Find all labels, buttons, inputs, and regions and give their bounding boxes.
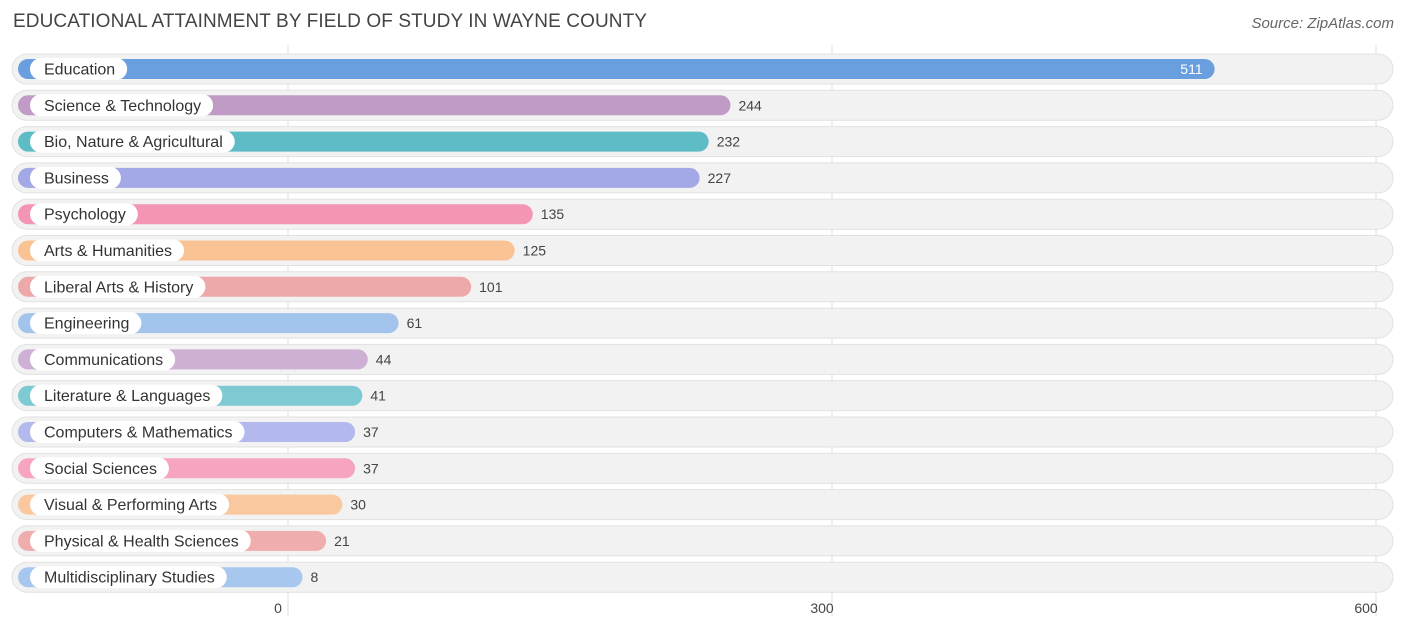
category-label-bg (30, 348, 176, 371)
bar-row: Education 511 (18, 58, 1215, 80)
category-label-bg (30, 166, 121, 189)
category-label: Social Sciences (44, 461, 157, 478)
value-label: 30 (350, 497, 366, 513)
row-track (11, 525, 1394, 557)
category-label-bg (30, 421, 245, 443)
chart-title: EDUCATIONAL ATTAINMENT BY FIELD OF STUDY… (13, 11, 648, 32)
category-label: Literature & Languages (44, 388, 210, 405)
value-label: 8 (311, 569, 319, 585)
row-track (11, 561, 1394, 593)
value-label: 44 (376, 351, 392, 367)
value-label: 244 (738, 97, 762, 113)
category-label-bg (30, 493, 230, 516)
x-tick-label: 300 (810, 600, 834, 616)
category-label: Liberal Arts & History (44, 279, 193, 296)
category-label-bg (30, 58, 128, 80)
category-label: Science & Technology (44, 98, 201, 115)
value-label: 232 (717, 134, 741, 150)
bar-row: Visual & Performing Arts 30 (18, 493, 366, 516)
row-track (11, 452, 1394, 484)
x-tick-label: 600 (1354, 600, 1378, 616)
bar-row: Psychology 135 (18, 203, 565, 226)
bar-row: Business 227 (18, 166, 732, 189)
bar-row: Computers & Mathematics 37 (18, 421, 379, 443)
value-label: 101 (479, 279, 503, 295)
value-label: 135 (541, 206, 565, 222)
bar-row: Science & Technology 244 (18, 94, 762, 117)
value-label: 37 (363, 424, 379, 440)
row-track (11, 489, 1394, 521)
bar-row: Literature & Languages 41 (18, 384, 386, 407)
bar-row: Liberal Arts & History 101 (18, 275, 503, 298)
category-label: Visual & Performing Arts (44, 497, 217, 514)
x-axis: 0 300 600 (274, 600, 1378, 616)
value-label: 511 (1180, 61, 1203, 77)
category-label-bg (30, 529, 251, 552)
category-label-bg (30, 203, 138, 226)
category-label-bg (30, 239, 185, 262)
category-label: Communications (44, 352, 163, 369)
bar-row: Multidisciplinary Studies 8 (18, 566, 319, 589)
value-label: 37 (363, 460, 379, 476)
source-credit: Source: ZipAtlas.com (1251, 15, 1394, 32)
row-track (11, 416, 1394, 448)
bar (18, 204, 533, 225)
value-label: 21 (334, 533, 350, 549)
category-label: Physical & Health Sciences (44, 533, 239, 550)
bar-row: Arts & Humanities 125 (18, 239, 547, 262)
category-label-bg (30, 457, 169, 480)
value-label: 41 (370, 388, 386, 404)
category-label-bg (30, 312, 142, 335)
category-label: Engineering (44, 316, 129, 333)
category-label: Psychology (44, 207, 126, 224)
bar (18, 59, 1215, 79)
bar-row: Communications 44 (18, 348, 392, 371)
category-label-bg (30, 384, 223, 407)
category-label: Multidisciplinary Studies (44, 570, 215, 587)
bar-rows: Education 511 Science & Technology 244 Bio, … (11, 53, 1394, 593)
bar-row: Engineering 61 (18, 312, 423, 335)
category-label: Education (44, 62, 115, 79)
category-label-bg (30, 130, 235, 153)
category-label: Bio, Nature & Agricultural (44, 134, 223, 151)
category-label: Arts & Humanities (44, 243, 172, 260)
value-label: 61 (407, 315, 423, 331)
category-label-bg (30, 94, 214, 117)
bar (18, 167, 700, 188)
value-label: 227 (708, 170, 732, 186)
x-tick-label: 0 (274, 600, 282, 616)
category-label: Computers & Mathematics (44, 425, 233, 442)
bar-row: Social Sciences 37 (18, 457, 379, 480)
bar-row: Bio, Nature & Agricultural 232 (18, 130, 741, 153)
category-label-bg (30, 275, 206, 298)
category-label-bg (30, 566, 227, 589)
bar-row: Physical & Health Sciences 21 (18, 529, 350, 552)
value-label: 125 (523, 243, 547, 259)
category-label: Business (44, 170, 109, 187)
